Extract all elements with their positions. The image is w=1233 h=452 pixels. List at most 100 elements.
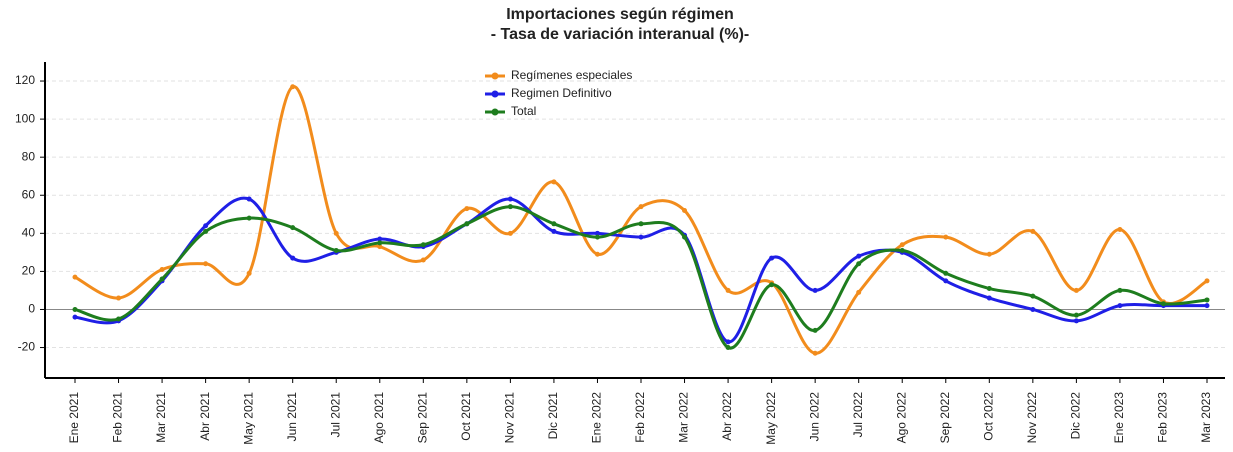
point <box>377 244 383 250</box>
x-tick-label: Ago 2021 <box>372 392 386 444</box>
x-tick-label: Ene 2021 <box>67 392 81 444</box>
point <box>769 282 775 288</box>
series-line <box>74 196 1207 344</box>
point <box>159 266 165 272</box>
point <box>638 234 644 240</box>
chart-title: Importaciones según régimen <box>506 6 734 23</box>
point <box>943 234 949 240</box>
y-tick-label: 20 <box>22 264 36 278</box>
point <box>1117 303 1123 309</box>
point <box>943 270 949 276</box>
point <box>1204 303 1210 309</box>
point <box>203 223 209 229</box>
x-tick-label: Dic 2022 <box>1069 392 1083 440</box>
x-tick-label: Sep 2022 <box>938 392 952 444</box>
legend-label: Regimen Definitivo <box>511 86 612 100</box>
point <box>1073 287 1079 293</box>
point <box>682 234 688 240</box>
point <box>812 287 818 293</box>
point <box>72 306 78 312</box>
point <box>1117 227 1123 233</box>
point <box>812 350 818 356</box>
point <box>72 274 78 280</box>
x-tick-label: Jul 2022 <box>851 392 865 438</box>
x-tick-label: Jul 2021 <box>328 392 342 438</box>
legend-label: Regímenes especiales <box>511 68 632 82</box>
point <box>507 204 513 210</box>
point <box>246 215 252 221</box>
point <box>464 206 470 212</box>
x-tick-label: Ene 2023 <box>1112 392 1126 444</box>
x-tick-label: May 2021 <box>241 392 255 445</box>
x-tick-label: Dic 2021 <box>546 392 560 440</box>
legend-marker <box>491 72 499 80</box>
x-tick-label: Sep 2021 <box>415 392 429 444</box>
point <box>377 240 383 246</box>
y-tick-label: 0 <box>28 302 35 316</box>
point <box>116 316 122 322</box>
point <box>333 247 339 253</box>
series-line <box>74 205 1208 350</box>
point <box>899 242 905 248</box>
point <box>725 345 731 351</box>
x-tick-label: Oct 2022 <box>981 392 995 441</box>
legend-label: Total <box>511 104 536 118</box>
point <box>986 251 992 257</box>
x-tick-label: May 2022 <box>764 392 778 445</box>
point <box>638 204 644 210</box>
point <box>420 242 426 248</box>
point <box>812 327 818 333</box>
x-tick-label: Oct 2021 <box>459 392 473 441</box>
point <box>594 251 600 257</box>
point <box>464 221 470 227</box>
point <box>594 230 600 236</box>
point <box>507 196 513 202</box>
point <box>290 255 296 261</box>
point <box>986 295 992 301</box>
point <box>943 278 949 284</box>
point <box>1073 312 1079 318</box>
point <box>116 295 122 301</box>
x-tick-label: Feb 2023 <box>1156 392 1170 443</box>
point <box>1160 301 1166 307</box>
chart-subtitle: - Tasa de variación interanual (%)- <box>491 26 749 43</box>
point <box>551 228 557 234</box>
point <box>1030 306 1036 312</box>
x-tick-label: Mar 2022 <box>677 392 691 443</box>
point <box>203 261 209 267</box>
point <box>725 287 731 293</box>
point <box>1204 297 1210 303</box>
x-tick-label: Mar 2021 <box>154 392 168 443</box>
x-tick-label: Ene 2022 <box>590 392 604 444</box>
point <box>1030 228 1036 234</box>
point <box>1073 318 1079 324</box>
point <box>1030 293 1036 299</box>
point <box>72 314 78 320</box>
point <box>203 228 209 234</box>
series-line <box>74 85 1208 355</box>
point <box>856 253 862 259</box>
x-tick-label: Feb 2022 <box>633 392 647 443</box>
point <box>420 257 426 263</box>
point <box>856 261 862 267</box>
point <box>594 234 600 240</box>
point <box>290 84 296 90</box>
point <box>246 270 252 276</box>
x-tick-label: Jun 2022 <box>807 392 821 442</box>
point <box>856 289 862 295</box>
point <box>682 207 688 213</box>
y-tick-label: 80 <box>22 149 36 163</box>
y-tick-label: 40 <box>22 225 36 239</box>
point <box>1204 278 1210 284</box>
legend-marker <box>491 108 499 116</box>
x-tick-label: Abr 2021 <box>198 392 212 441</box>
point <box>246 196 252 202</box>
point <box>769 255 775 261</box>
y-tick-label: -20 <box>18 340 36 354</box>
point <box>1117 287 1123 293</box>
x-tick-label: Feb 2021 <box>111 392 125 443</box>
point <box>551 221 557 227</box>
point <box>725 339 731 345</box>
y-tick-label: 120 <box>15 73 35 87</box>
